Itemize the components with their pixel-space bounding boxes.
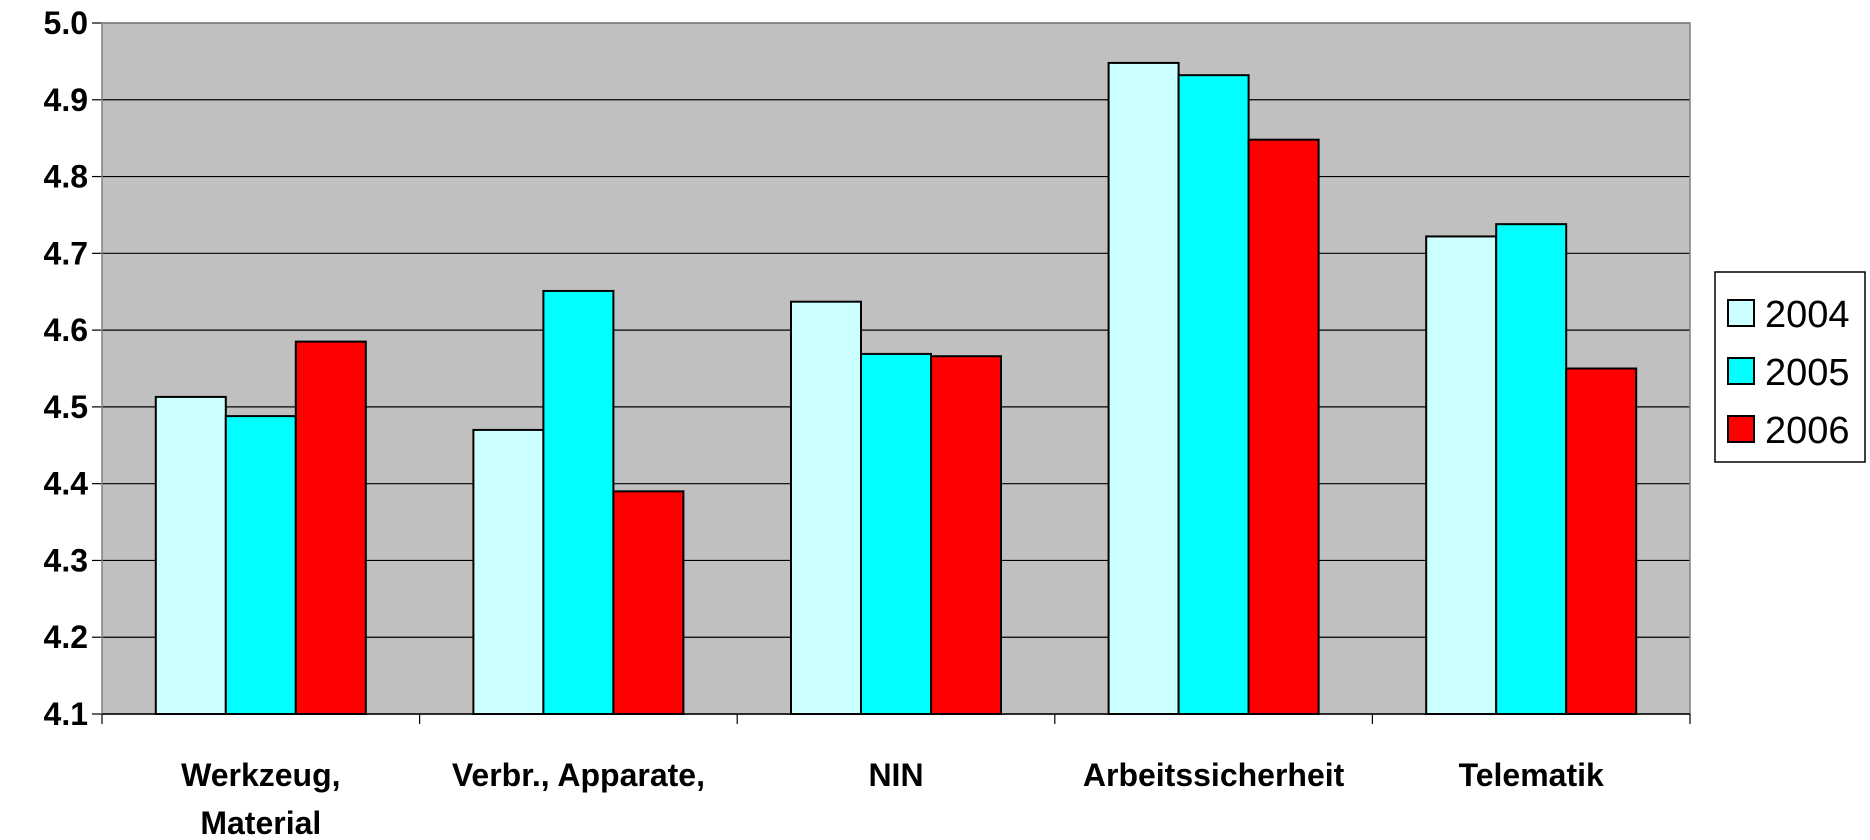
category-label: Material — [200, 805, 321, 840]
bar-2004-3 — [791, 302, 861, 714]
category-label: Arbeitssicherheit — [1083, 757, 1345, 793]
y-tick-label: 4.7 — [44, 235, 88, 271]
bar-2005-2 — [543, 291, 613, 714]
y-tick-label: 4.9 — [44, 82, 88, 118]
category-label: Telematik — [1459, 757, 1604, 793]
bar-2006-4 — [1249, 140, 1319, 714]
y-tick-label: 4.5 — [44, 389, 88, 425]
y-tick-label: 4.2 — [44, 619, 88, 655]
bar-2004-5 — [1426, 236, 1496, 714]
legend-label: 2005 — [1765, 352, 1850, 394]
y-tick-label: 5.0 — [44, 5, 88, 41]
legend-swatch-2005 — [1728, 358, 1754, 384]
bar-2006-3 — [931, 356, 1001, 714]
y-tick-label: 4.8 — [44, 159, 88, 195]
category-label: Werkzeug, — [181, 757, 340, 793]
bar-2004-4 — [1109, 63, 1179, 714]
bar-2004-2 — [473, 430, 543, 714]
y-tick-label: 4.1 — [44, 696, 88, 732]
legend-label: 2006 — [1765, 410, 1850, 452]
bar-2005-1 — [226, 416, 296, 714]
bar-2006-2 — [613, 491, 683, 714]
bar-2005-4 — [1179, 75, 1249, 714]
bar-2005-3 — [861, 354, 931, 714]
legend-label: 2004 — [1765, 294, 1850, 336]
bar-2004-1 — [156, 397, 226, 714]
y-tick-label: 4.6 — [44, 312, 88, 348]
bar-2006-5 — [1566, 369, 1636, 715]
legend-swatch-2006 — [1728, 416, 1754, 442]
y-tick-label: 4.3 — [44, 542, 88, 578]
legend-swatch-2004 — [1728, 300, 1754, 326]
category-label: NIN — [868, 757, 923, 793]
category-label: Verbr., Apparate, — [452, 757, 705, 793]
bar-2006-1 — [296, 342, 366, 714]
bar-2005-5 — [1496, 224, 1566, 714]
y-tick-label: 4.4 — [44, 466, 89, 502]
